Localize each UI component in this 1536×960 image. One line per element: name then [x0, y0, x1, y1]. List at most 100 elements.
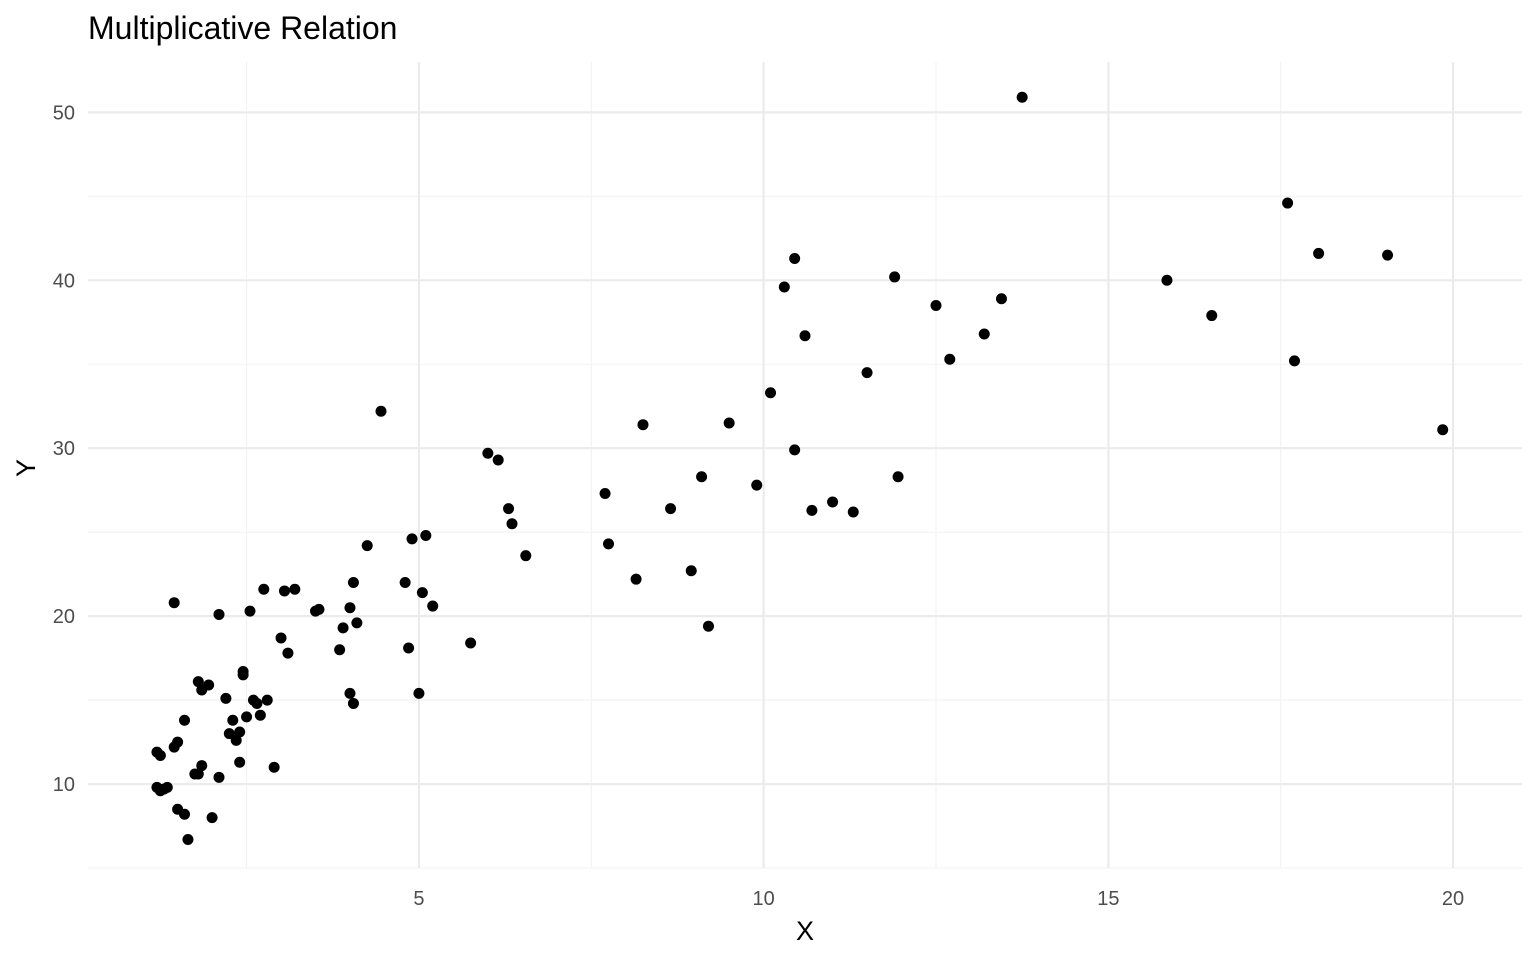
data-point	[230, 734, 242, 746]
data-point	[196, 760, 208, 772]
data-point	[282, 647, 294, 659]
data-point	[179, 808, 191, 820]
data-point	[889, 271, 901, 283]
data-point	[630, 573, 642, 585]
y-tick-label: 20	[53, 606, 75, 628]
data-point	[213, 771, 225, 783]
data-point	[861, 367, 873, 379]
data-point	[154, 749, 166, 761]
data-point	[182, 833, 194, 845]
data-point	[251, 697, 263, 709]
x-axis-title: X	[796, 916, 814, 946]
data-point	[995, 293, 1007, 305]
data-point	[482, 447, 494, 459]
data-point	[1313, 247, 1325, 259]
data-point	[351, 617, 363, 629]
y-tick-label: 30	[53, 438, 75, 460]
data-point	[506, 518, 518, 530]
data-point	[413, 687, 425, 699]
data-point	[427, 600, 439, 612]
data-point	[723, 417, 735, 429]
data-point	[347, 697, 359, 709]
data-point	[313, 603, 325, 615]
data-point	[334, 644, 346, 656]
data-point	[637, 419, 649, 431]
data-point	[847, 506, 859, 518]
data-point	[203, 679, 215, 691]
data-point	[603, 538, 615, 550]
major-gridlines	[88, 62, 1522, 868]
x-tick-label: 15	[1097, 888, 1119, 910]
data-point	[465, 637, 477, 649]
data-point	[206, 812, 218, 824]
data-point	[789, 444, 801, 456]
data-point	[1282, 197, 1294, 209]
data-point	[161, 781, 173, 793]
y-tick-label: 10	[53, 774, 75, 796]
x-tick-label: 5	[413, 888, 424, 910]
data-point	[220, 692, 232, 704]
data-point	[930, 299, 942, 311]
data-point	[172, 736, 184, 748]
x-tick-label: 20	[1442, 888, 1464, 910]
data-point	[503, 503, 515, 515]
data-point	[778, 281, 790, 293]
data-point	[234, 726, 246, 738]
data-point	[789, 252, 801, 264]
data-point	[275, 632, 287, 644]
data-point	[227, 714, 239, 726]
data-point	[223, 728, 235, 740]
data-point	[254, 709, 266, 721]
data-point	[685, 565, 697, 577]
x-axis-ticks: 5 10 15 20	[413, 888, 1464, 910]
data-point	[520, 550, 532, 562]
data-point	[702, 620, 714, 632]
data-point	[344, 602, 356, 614]
chart-title: Multiplicative Relation	[88, 10, 397, 46]
data-point	[892, 471, 904, 483]
y-tick-label: 50	[53, 102, 75, 124]
data-point	[665, 503, 677, 515]
data-point	[278, 585, 290, 597]
data-point	[978, 328, 990, 340]
data-point	[289, 583, 301, 595]
data-point	[1382, 249, 1394, 261]
data-point	[806, 504, 818, 516]
data-point	[799, 330, 811, 342]
data-point	[261, 694, 273, 706]
data-point	[944, 353, 956, 365]
data-point	[347, 577, 359, 589]
data-point	[1206, 310, 1218, 322]
data-points	[151, 91, 1449, 845]
data-point	[244, 605, 256, 617]
data-point	[268, 761, 280, 773]
data-point	[241, 711, 253, 723]
data-point	[1288, 355, 1300, 367]
y-axis-title: Y	[11, 459, 41, 477]
minor-gridlines	[88, 62, 1522, 869]
data-point	[827, 496, 839, 508]
data-point	[1161, 274, 1173, 286]
data-point	[416, 587, 428, 599]
data-point	[599, 488, 611, 500]
y-tick-label: 40	[53, 270, 75, 292]
data-point	[403, 642, 415, 654]
data-point	[192, 768, 204, 780]
y-axis-ticks: 10 20 30 40 50	[53, 102, 75, 796]
data-point	[344, 687, 356, 699]
data-point	[1437, 424, 1449, 436]
data-point	[751, 479, 763, 491]
data-point	[696, 471, 708, 483]
data-point	[168, 597, 180, 609]
x-tick-label: 10	[753, 888, 775, 910]
data-point	[420, 530, 432, 542]
data-point	[179, 714, 191, 726]
data-point	[213, 608, 225, 620]
plot-panel	[88, 62, 1522, 869]
data-point	[337, 622, 349, 634]
data-point	[361, 540, 373, 552]
data-point	[192, 676, 204, 688]
data-point	[258, 583, 270, 595]
data-point	[406, 533, 418, 545]
